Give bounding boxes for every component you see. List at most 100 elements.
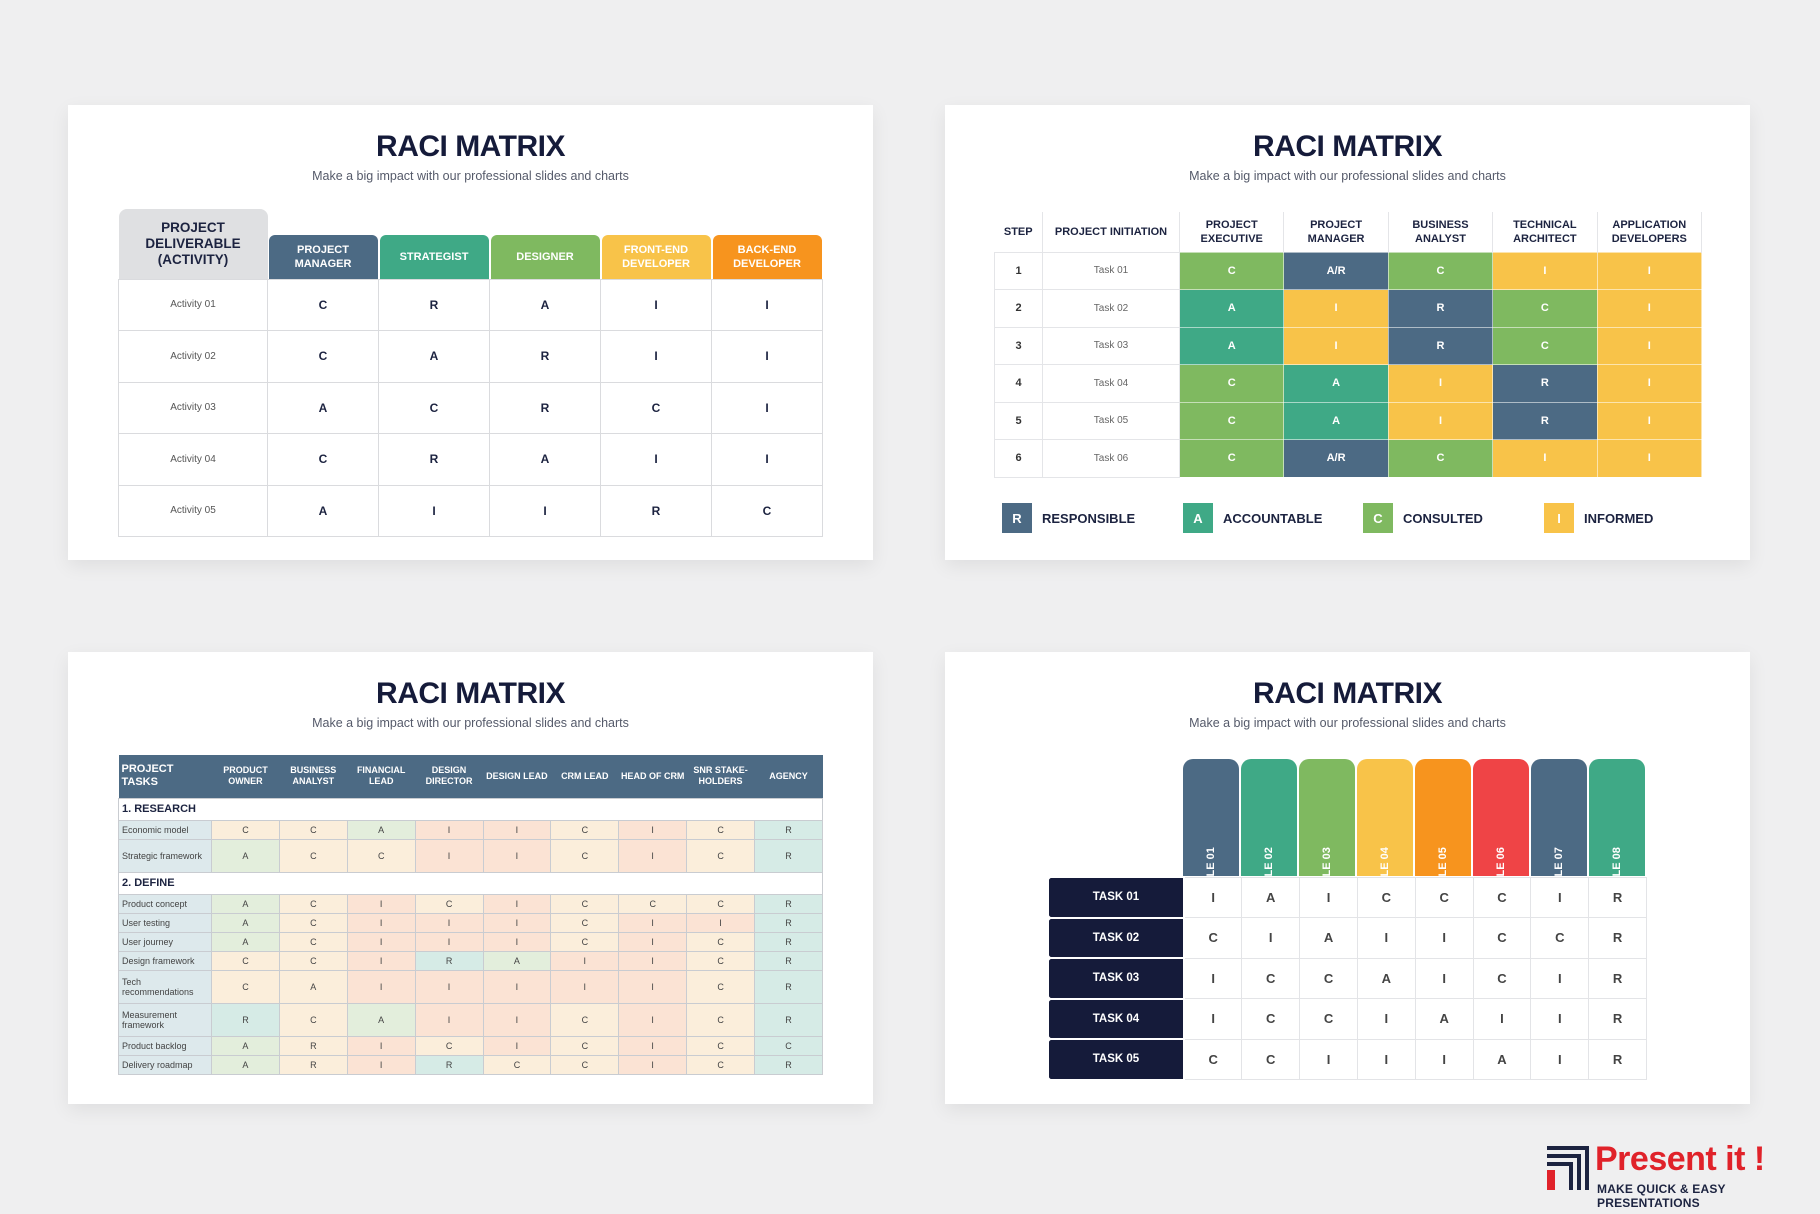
raci-cell: C <box>1414 876 1474 918</box>
raci-cell: I <box>1596 401 1703 440</box>
table-row: 2 Task 02 A I R C I <box>994 289 1703 328</box>
task-label: Strategic framework <box>118 838 212 873</box>
column-header: SNR STAKE-HOLDERS <box>686 755 755 798</box>
raci-cell: C <box>550 1054 620 1075</box>
raci-cell: I <box>1414 957 1474 999</box>
raci-cell: R <box>1588 876 1647 918</box>
raci-cell: I <box>414 838 484 873</box>
raci-cell: I <box>618 1054 688 1075</box>
raci-cell: C <box>278 838 348 873</box>
task-label: TASK 01 <box>1047 876 1185 919</box>
section-row: 2. DEFINE <box>118 871 823 895</box>
task-label: User journey <box>118 931 212 952</box>
raci-cell: C <box>550 893 620 914</box>
task-label: TASK 03 <box>1047 957 1185 1000</box>
step-number: 1 <box>994 251 1043 290</box>
step-number: 5 <box>994 401 1043 440</box>
activity-label: Activity 02 <box>118 330 268 383</box>
section-label: 2. DEFINE <box>118 871 823 895</box>
raci-cell: I <box>1283 289 1389 328</box>
raci-cell: C <box>686 969 755 1004</box>
raci-steps-table: STEP PROJECT INITIATION PROJECT EXECUTIVE P… <box>994 212 1703 478</box>
raci-cell: I <box>1596 289 1703 328</box>
raci-cell: I <box>482 1035 552 1056</box>
raci-cell: C <box>278 912 348 933</box>
raci-cell: I <box>414 931 484 952</box>
role-header: ROLE 06 <box>1473 759 1529 893</box>
raci-cell: A <box>211 838 280 873</box>
raci-cell: I <box>711 278 823 331</box>
slide-title: RACI MATRIX <box>1253 130 1442 163</box>
column-header: CRM LEAD <box>550 755 619 798</box>
raci-cell: C <box>1241 998 1301 1040</box>
raci-cell: I <box>1356 998 1416 1040</box>
raci-cell: C <box>1472 917 1532 959</box>
raci-cell: I <box>346 950 416 971</box>
step-number: 2 <box>994 289 1043 328</box>
table-row: 4 Task 04 C A I R I <box>994 364 1703 403</box>
task-label: TASK 05 <box>1047 1038 1185 1081</box>
raci-cell: R <box>600 484 712 537</box>
raci-cell: C <box>1472 957 1532 999</box>
raci-cell: R <box>754 1054 823 1075</box>
raci-cell: A <box>1241 876 1301 918</box>
task-label: Task 06 <box>1042 439 1180 478</box>
raci-cell: I <box>414 1002 484 1037</box>
raci-cell: I <box>1299 876 1358 918</box>
raci-cell: I <box>711 381 823 434</box>
raci-cell: C <box>550 931 620 952</box>
raci-cell: A <box>1178 289 1285 328</box>
table-row: Strategic framework A C C I I C I C R <box>118 838 823 873</box>
slide-subtitle: Make a big impact with our professional … <box>312 169 629 183</box>
raci-cell: C <box>550 1035 620 1056</box>
raci-cell: R <box>754 819 823 840</box>
raci-cell: C <box>482 1054 552 1075</box>
raci-cell: A <box>378 330 490 383</box>
raci-cell: C <box>278 950 348 971</box>
raci-cell: A/R <box>1283 251 1389 290</box>
activity-label: Activity 04 <box>118 433 268 486</box>
column-header-label: FRONT-END DEVELOPER <box>601 234 711 279</box>
slide-raci-steps: RACI MATRIX Make a big impact with our p… <box>945 105 1750 560</box>
role-header: ROLE 07 <box>1531 759 1587 893</box>
section-row: 1. RESEARCH <box>118 797 823 821</box>
column-header: PROJECT MANAGER <box>268 209 379 279</box>
task-label: Task 01 <box>1042 251 1180 290</box>
raci-cell: R <box>1588 998 1647 1040</box>
role-header: ROLE 08 <box>1589 759 1645 893</box>
raci-cell: I <box>600 278 712 331</box>
raci-cell: I <box>1596 251 1703 290</box>
activity-label: Activity 03 <box>118 381 268 434</box>
table-row: Economic model C C A I I C I C R <box>118 819 823 840</box>
column-header: STEP <box>994 212 1043 252</box>
step-number: 6 <box>994 439 1043 478</box>
raci-cell: A/R <box>1283 439 1389 478</box>
raci-cell: A <box>211 893 280 914</box>
slide-title: RACI MATRIX <box>376 677 565 710</box>
raci-cell: C <box>278 1002 348 1037</box>
column-header: BUSINESS ANALYST <box>279 755 348 798</box>
slide-raci-project-tasks: RACI MATRIX Make a big impact with our p… <box>68 652 873 1104</box>
raci-cell: I <box>1241 917 1301 959</box>
table-row: TASK 04 I C C I A I I R <box>1047 997 1647 1040</box>
raci-cell: C <box>1178 401 1285 440</box>
raci-cell: I <box>414 912 484 933</box>
raci-cell: C <box>414 1035 484 1056</box>
raci-cell: C <box>686 893 755 914</box>
raci-cell: I <box>1492 251 1598 290</box>
legend-item: I INFORMED <box>1544 503 1653 533</box>
raci-cell: A <box>489 278 601 331</box>
task-label: Measurement framework <box>118 1002 212 1037</box>
raci-cell: I <box>482 1002 552 1037</box>
column-header: HEAD OF CRM <box>618 755 687 798</box>
raci-cell: A <box>1472 1038 1532 1080</box>
table-row: Delivery roadmap A R I R C C I C R <box>118 1054 823 1075</box>
raci-cell: I <box>711 433 823 486</box>
raci-cell: R <box>414 1054 484 1075</box>
raci-cell: I <box>1387 401 1494 440</box>
raci-cell: R <box>1588 957 1647 999</box>
step-number: 3 <box>994 326 1043 365</box>
raci-cell: A <box>482 950 552 971</box>
task-label: TASK 04 <box>1047 997 1185 1040</box>
raci-cell: I <box>1283 326 1389 365</box>
